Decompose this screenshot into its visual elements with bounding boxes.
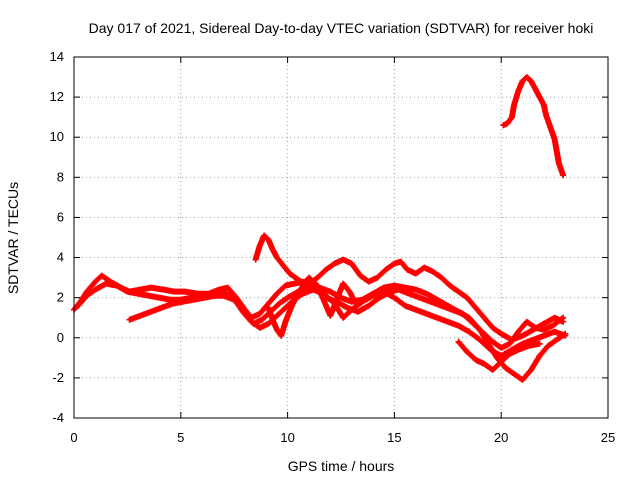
y-tick-label: 8 xyxy=(57,169,64,184)
x-tick-label: 25 xyxy=(601,430,615,445)
data-point-marker xyxy=(466,328,482,342)
y-tick-label: 14 xyxy=(50,49,64,64)
data-point-marker xyxy=(391,294,407,308)
y-tick-label: 6 xyxy=(57,209,64,224)
y-tick-label: -4 xyxy=(52,410,64,425)
data-point-marker xyxy=(280,262,292,276)
data-point-marker xyxy=(560,318,567,325)
series-track-g xyxy=(500,74,567,179)
data-point-marker xyxy=(346,288,359,306)
data-point-marker xyxy=(273,254,286,268)
x-tick-label: 20 xyxy=(494,430,508,445)
data-point-marker xyxy=(446,282,461,294)
data-point-marker xyxy=(83,279,98,295)
data-point-marker xyxy=(476,326,491,346)
data-point-marker xyxy=(352,300,359,307)
x-tick-label: 10 xyxy=(280,430,294,445)
data-point-marker xyxy=(286,270,301,282)
data-point-marker xyxy=(314,267,328,281)
data-point-marker xyxy=(282,304,295,325)
data-point-marker xyxy=(397,258,410,272)
data-point-marker xyxy=(340,280,352,294)
y-tick-label: 10 xyxy=(50,129,64,144)
data-point-marker xyxy=(464,348,478,362)
data-point-marker xyxy=(98,272,113,284)
data-point-marker xyxy=(429,268,444,280)
x-axis-label: GPS time / hours xyxy=(288,458,395,474)
y-tick-label: 2 xyxy=(57,290,64,305)
tick-labels: 0 5 10 15 20 25 -4 -2 0 2 4 6 8 10 12 14 xyxy=(50,49,616,445)
data-point-marker xyxy=(464,294,478,310)
data-point-marker xyxy=(231,294,245,314)
data-point-marker xyxy=(489,324,503,336)
data-point-marker xyxy=(288,287,303,309)
y-tick-label: -2 xyxy=(52,370,64,385)
data-point-marker xyxy=(481,314,495,330)
x-tick-label: 0 xyxy=(70,430,77,445)
data-point-marker xyxy=(511,89,521,109)
y-tick-label: 0 xyxy=(57,330,64,345)
data-point-marker xyxy=(374,267,388,281)
axis-ticks xyxy=(73,56,609,419)
data-point-marker xyxy=(297,275,312,293)
data-point-marker xyxy=(536,340,543,347)
data-point-marker xyxy=(75,293,89,309)
data-point-marker xyxy=(472,304,487,320)
data-point-marker xyxy=(523,74,533,84)
data-point-marker xyxy=(438,274,452,288)
y-tick-label: 4 xyxy=(57,250,64,265)
data-point-marker xyxy=(498,351,512,365)
series-track-f xyxy=(455,338,543,373)
data-point-marker xyxy=(476,336,493,352)
data-point-marker xyxy=(502,364,516,376)
data-point-marker xyxy=(536,343,551,359)
y-tick-label: 12 xyxy=(50,89,64,104)
data-point-marker xyxy=(562,332,569,339)
data-point-marker xyxy=(327,298,340,319)
chart-title: Day 017 of 2021, Sidereal Day-to-day VTE… xyxy=(89,20,594,36)
y-axis-label: SDTVAR / TECUs xyxy=(5,182,21,294)
data-point-marker xyxy=(306,274,320,288)
data-point-marker xyxy=(273,283,288,297)
data-point-marker xyxy=(348,260,363,278)
data-point-marker xyxy=(340,307,354,321)
data-point-marker xyxy=(519,368,534,383)
data-point-marker xyxy=(314,282,329,308)
data-point-marker xyxy=(545,337,559,349)
series-track-d xyxy=(252,232,567,343)
data-point-marker xyxy=(265,291,279,307)
data-point-marker xyxy=(528,354,542,373)
data-point-marker xyxy=(261,232,271,242)
data-point-marker xyxy=(239,308,254,324)
data-point-marker xyxy=(466,314,482,332)
data-point-marker xyxy=(273,305,288,319)
data-point-marker xyxy=(560,172,567,179)
x-tick-label: 15 xyxy=(387,430,401,445)
data-points xyxy=(71,74,569,383)
data-point-marker xyxy=(278,320,288,339)
data-point-marker xyxy=(455,288,469,300)
data-point-marker xyxy=(365,295,382,309)
data-point-marker xyxy=(489,359,504,373)
data-point-marker xyxy=(455,338,470,354)
data-point-marker xyxy=(83,287,98,299)
data-point-marker xyxy=(504,115,514,127)
x-tick-label: 5 xyxy=(177,430,184,445)
series-track-e xyxy=(265,274,359,339)
plot-frame xyxy=(73,56,609,419)
